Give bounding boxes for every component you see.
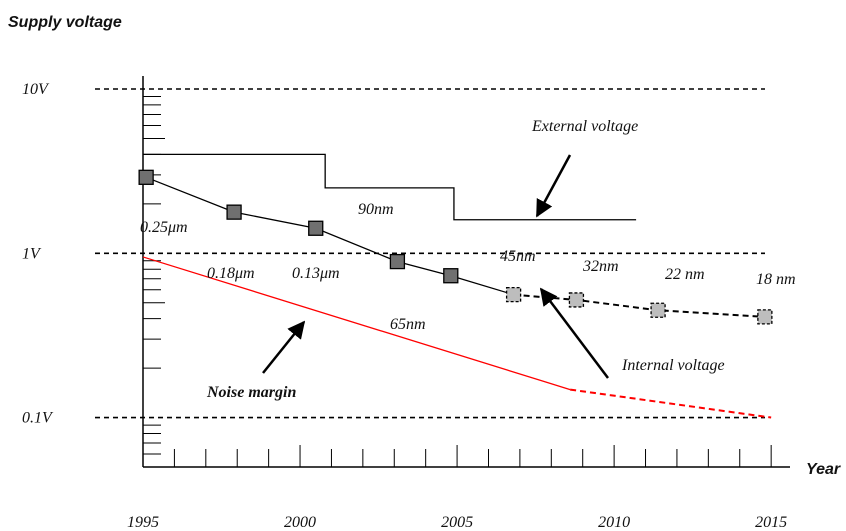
x-tick-label: 2005 — [441, 514, 473, 531]
marker — [308, 220, 324, 236]
series-label: Internal voltage — [621, 357, 725, 374]
arrow — [539, 287, 609, 379]
arrow — [535, 154, 572, 218]
y-tick-label: 10V — [22, 81, 50, 98]
annotation: 45nm — [500, 248, 536, 265]
marker — [226, 204, 242, 220]
annotation: 0.13μm — [292, 265, 340, 282]
annotation: 0.25μm — [140, 219, 188, 236]
annotation: 65nm — [390, 316, 426, 333]
marker — [757, 309, 773, 325]
x-tick-label: 2000 — [284, 514, 316, 531]
annotation: 0.18μm — [207, 265, 255, 282]
x-tick-label: 2010 — [598, 514, 630, 531]
marker — [443, 268, 459, 284]
x-tick-label: 2015 — [755, 514, 787, 531]
marker — [568, 292, 585, 308]
annotation: 22 nm — [665, 266, 705, 283]
series-line — [570, 388, 772, 419]
series-label: External voltage — [531, 118, 638, 135]
series-line — [142, 256, 571, 391]
series-line — [143, 153, 637, 221]
annotation: 18 nm — [756, 271, 796, 288]
marker — [138, 169, 154, 185]
y-tick-label: 0.1V — [22, 410, 54, 427]
marker — [389, 253, 406, 270]
series-line — [145, 176, 514, 296]
marker — [505, 286, 522, 303]
chart-title: Supply voltage — [8, 14, 122, 31]
series-line — [513, 293, 765, 318]
annotation: 32nm — [582, 258, 619, 275]
marker — [650, 302, 666, 318]
x-tick-label: 1995 — [127, 514, 159, 531]
arrow — [262, 320, 306, 374]
x-axis-label: Year — [806, 461, 841, 478]
series-label: Noise margin — [206, 384, 296, 401]
y-tick-label: 1V — [22, 245, 42, 262]
annotation: 90nm — [358, 201, 394, 218]
